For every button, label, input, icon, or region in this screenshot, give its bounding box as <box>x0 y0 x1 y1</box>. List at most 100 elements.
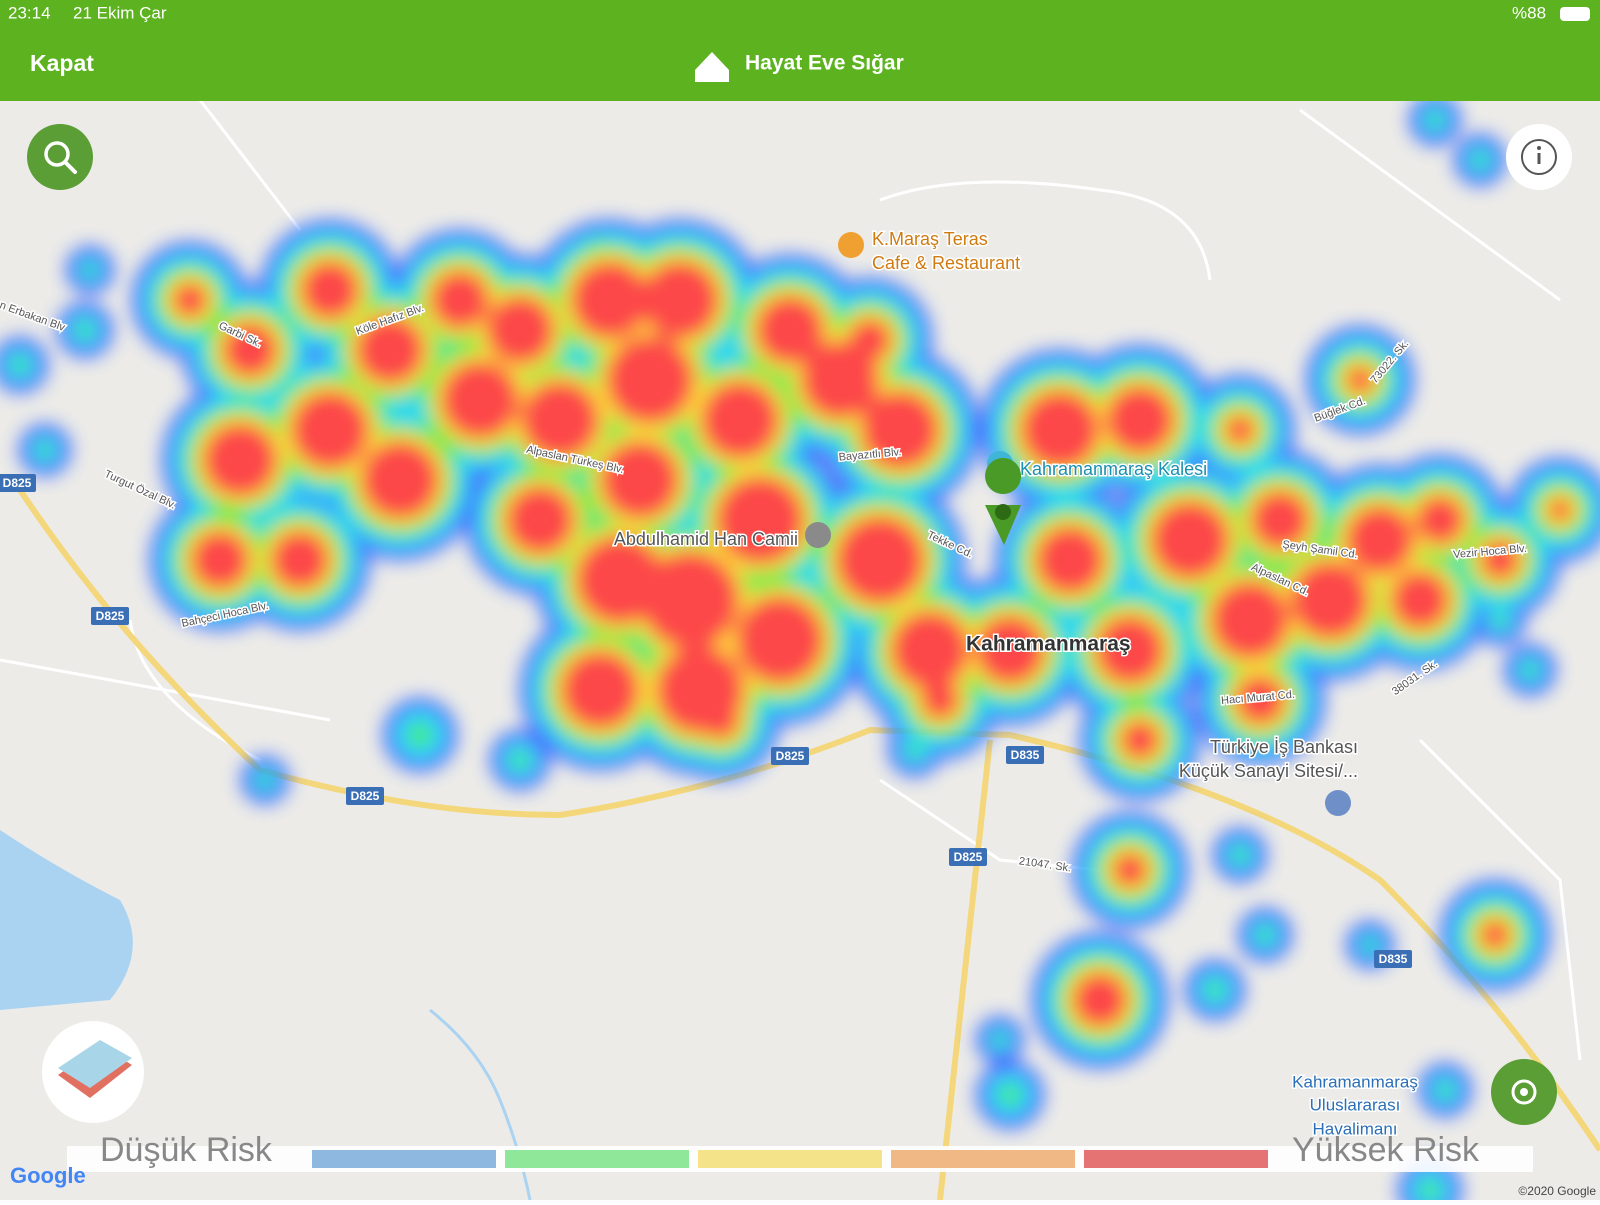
heat-blob <box>190 530 250 590</box>
search-button[interactable] <box>27 124 93 190</box>
heat-blob <box>1473 153 1487 167</box>
my-location-button[interactable] <box>1491 1059 1557 1125</box>
legend-high: Yüksek Risk <box>1292 1131 1480 1169</box>
heat-blob <box>222 322 278 378</box>
heat-blob <box>1493 613 1507 627</box>
heat-blob <box>1020 390 1100 470</box>
header-bar <box>0 0 1600 101</box>
heat-blob <box>640 260 720 340</box>
road-shield <box>346 787 384 805</box>
heat-blob <box>860 390 940 470</box>
water <box>0 830 133 1010</box>
heat-blob <box>1480 920 1510 950</box>
place-label: Türkiye İş Bankası <box>1210 737 1358 757</box>
heat-blob <box>755 295 825 365</box>
road-shield-label: D835 <box>1379 952 1408 966</box>
heat-blob <box>735 595 825 685</box>
road-shield <box>771 747 809 765</box>
info-button[interactable] <box>1506 124 1572 190</box>
heat-blob <box>520 380 600 460</box>
heat-blob <box>1206 981 1224 999</box>
app-logo <box>695 52 729 82</box>
heat-blob <box>355 315 425 385</box>
road-shield <box>949 848 987 866</box>
heat-blob <box>1072 972 1128 1028</box>
heat-blob <box>890 610 970 690</box>
heat-blob <box>1480 540 1520 580</box>
place-label: Kahramanmaraş <box>1292 1072 1418 1091</box>
road-shield <box>1006 746 1044 764</box>
heat-blob <box>994 1034 1006 1046</box>
place-label: Kahramanmaraş Kalesi <box>1020 459 1207 479</box>
place-label: Cafe & Restaurant <box>872 253 1020 273</box>
heat-blob <box>700 380 780 460</box>
place-label: K.Maraş Teras <box>872 229 988 249</box>
heat-blob <box>77 322 93 338</box>
app-title: Hayat Eve Sığar <box>745 52 904 75</box>
heat-blob <box>570 260 650 340</box>
close-button[interactable]: Kapat <box>30 50 94 76</box>
heat-blob <box>485 295 555 365</box>
heat-blob <box>1035 525 1105 595</box>
heat-blob <box>605 335 695 425</box>
heat-blob <box>975 615 1045 685</box>
heat-blob <box>640 550 740 650</box>
heatmap <box>0 94 1600 1205</box>
battery-icon <box>1560 7 1590 21</box>
place-label: Küçük Sanayi Sitesi/... <box>1179 761 1358 781</box>
heat-blob <box>1250 490 1310 550</box>
road-shield-label: D825 <box>776 749 805 763</box>
heat-blob <box>259 774 271 786</box>
heat-blob <box>12 357 28 373</box>
heat-blob <box>1523 663 1537 677</box>
heat-blob <box>907 742 923 758</box>
heat-blob <box>999 1084 1021 1106</box>
road-shield-label: D835 <box>1011 748 1040 762</box>
heat-blob <box>1290 560 1370 640</box>
heat-blob <box>1420 1180 1440 1200</box>
status-time: 23:14 <box>8 3 51 22</box>
heat-blob <box>1150 500 1230 580</box>
heat-blob <box>1548 498 1572 522</box>
heat-blob <box>290 390 370 470</box>
road-shield-label: D825 <box>96 609 125 623</box>
heat-blob <box>560 650 640 730</box>
heat-blob <box>270 530 330 590</box>
heat-layer <box>172 260 1572 1028</box>
heat-blob <box>1437 1082 1453 1098</box>
heat-blob <box>848 318 892 362</box>
road-shield-label: D825 <box>351 789 380 803</box>
place-label: Havalimanı <box>1312 1119 1397 1138</box>
heat-blob <box>1364 939 1376 951</box>
heat-blob <box>505 485 575 555</box>
heat-blob <box>360 440 440 520</box>
heat-blob <box>1225 415 1255 445</box>
road-shield <box>1374 950 1412 968</box>
heat-blob <box>800 340 880 420</box>
heat-blob <box>1095 615 1165 685</box>
place-label: Uluslararası <box>1310 1095 1401 1114</box>
heat-blob <box>172 282 208 318</box>
google-logo: Google <box>10 1163 86 1188</box>
layers-button[interactable] <box>42 1021 144 1123</box>
heat-blob <box>84 264 96 276</box>
heat-blob <box>715 475 805 565</box>
heat-blob <box>1210 580 1290 660</box>
heat-blob <box>600 440 680 520</box>
battery-percent: %88 <box>1512 3 1546 22</box>
road-shield <box>91 607 129 625</box>
heat-blob <box>202 422 278 498</box>
heat-blob <box>1346 366 1374 394</box>
heat-blob <box>920 680 960 720</box>
road-shield-label: D825 <box>954 850 983 864</box>
road-shield <box>0 474 36 492</box>
heat-blob <box>700 700 740 740</box>
heat-blob <box>1112 852 1148 888</box>
heat-blob <box>430 270 490 330</box>
place-label: Abdulhamid Han Camii <box>614 529 798 549</box>
heat-blob <box>511 751 529 769</box>
poi-icons <box>805 232 1351 816</box>
heat-blob <box>1415 495 1465 545</box>
heat-blob <box>1390 570 1450 630</box>
